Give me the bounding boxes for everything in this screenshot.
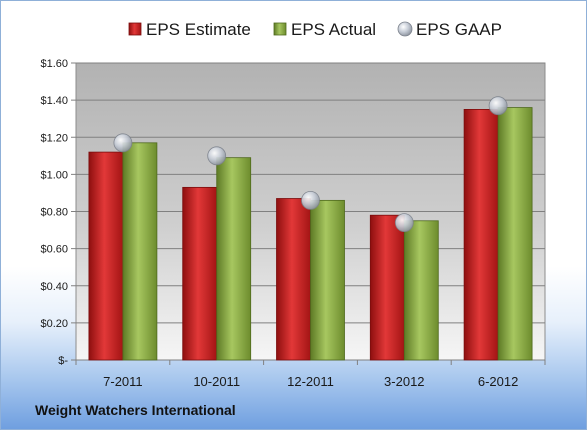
legend-label: EPS Actual: [291, 20, 376, 39]
marker-eps-gaap: [394, 213, 414, 233]
bar-eps-actual: [122, 142, 158, 361]
x-category-label: 7-2011: [103, 374, 143, 389]
x-category-label: 12-2011: [287, 374, 334, 389]
y-tick-label: $1.60: [40, 58, 68, 70]
marker-eps-gaap: [207, 146, 227, 166]
legend-label: EPS GAAP: [416, 20, 502, 39]
y-tick-label: $1.00: [40, 169, 68, 181]
marker-eps-gaap: [488, 96, 508, 116]
y-tick-label: $-: [58, 355, 68, 367]
bar-eps-estimate: [88, 151, 124, 361]
bar-eps-actual: [310, 199, 345, 361]
legend-swatch: [128, 22, 142, 36]
bar-eps-estimate: [182, 186, 218, 361]
x-category-label: 3-2012: [384, 374, 424, 389]
y-tick-label: $0.40: [40, 281, 68, 293]
y-tick-label: $1.20: [40, 132, 68, 144]
legend-swatch: [273, 22, 287, 36]
marker-eps-gaap: [113, 133, 133, 153]
bar-eps-estimate: [369, 214, 405, 361]
legend-swatch: [397, 21, 413, 37]
x-category-label: 6-2012: [478, 374, 518, 389]
x-category-label: 10-2011: [193, 374, 240, 389]
bar-eps-estimate: [463, 109, 499, 361]
marker-eps-gaap: [301, 190, 320, 210]
y-tick-label: $1.40: [40, 95, 68, 107]
y-tick-label: $0.60: [40, 244, 68, 256]
bar-eps-estimate: [276, 198, 311, 361]
y-tick-label: $0.80: [40, 207, 68, 219]
legend-label: EPS Estimate: [146, 20, 251, 39]
bar-eps-actual: [497, 107, 533, 361]
company-name: Weight Watchers International: [35, 402, 236, 418]
y-tick-label: $0.20: [40, 318, 68, 330]
bar-eps-actual: [403, 220, 439, 361]
bar-eps-actual: [216, 157, 252, 361]
